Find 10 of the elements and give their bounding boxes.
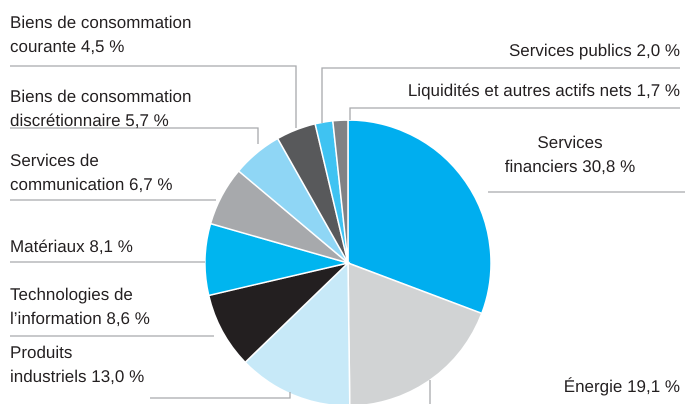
slice-label: Services de communication 6,7 %: [10, 151, 173, 194]
slice-label: Matériaux 8,1 %: [10, 237, 133, 256]
slice-label: Liquidités et autres actifs nets 1,7 %: [408, 81, 680, 100]
slice-label: Énergie 19,1 %: [564, 377, 680, 396]
slice-label: Produits industriels 13,0 %: [10, 343, 144, 386]
slice-label: Technologies de l’information 8,6 %: [10, 285, 150, 328]
slice-label: Services publics 2,0 %: [508, 41, 680, 60]
slice-label: Biens de consommation discrétionnaire 5,7 %: [10, 87, 192, 130]
slice-label: Services financiers 30,8 %: [504, 133, 636, 176]
slice-label: Biens de consommation courante 4,5 %: [10, 13, 192, 56]
